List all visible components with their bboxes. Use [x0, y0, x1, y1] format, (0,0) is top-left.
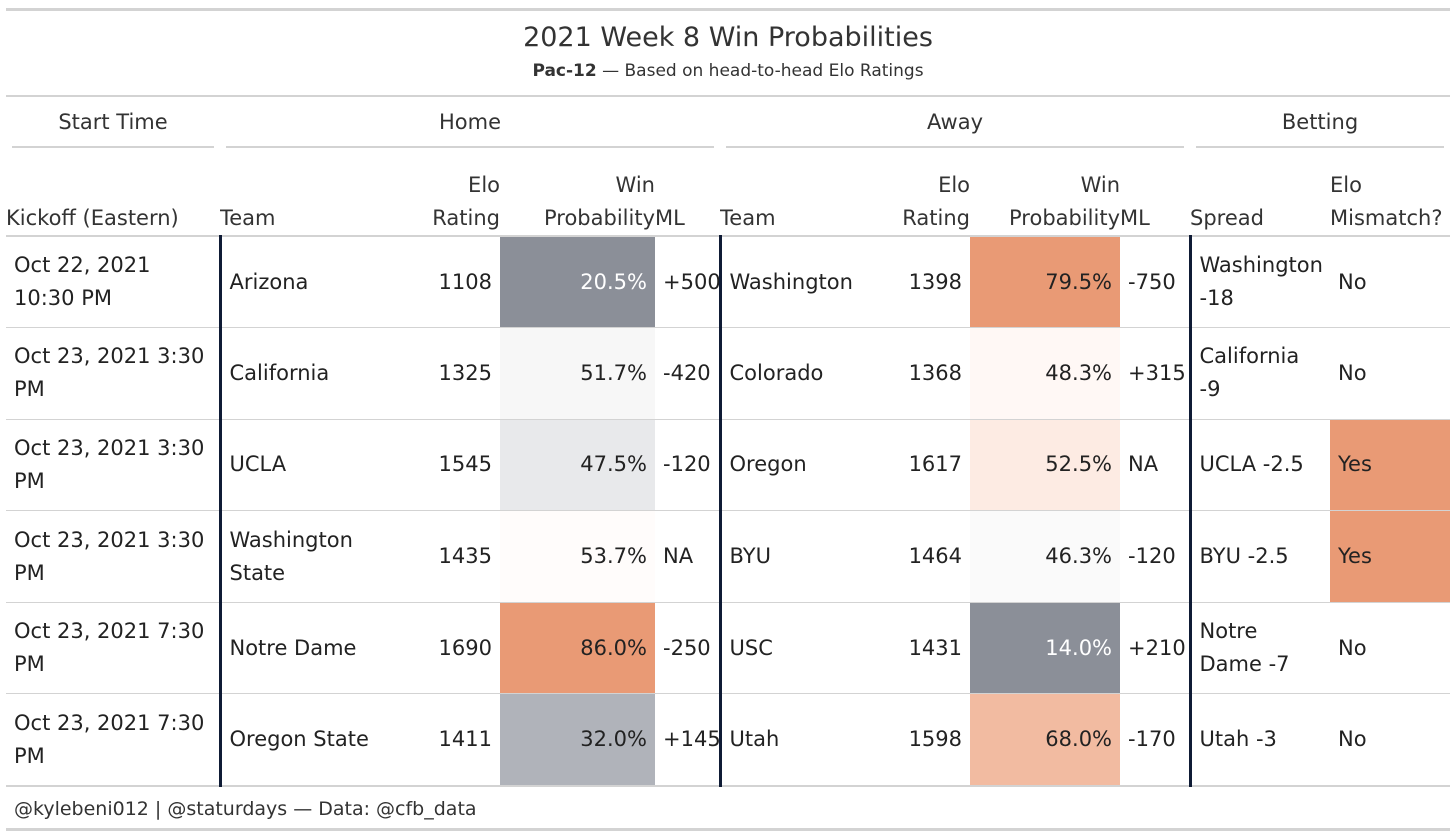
home-team-cell: Oregon State — [218, 693, 410, 787]
top-rule — [6, 8, 1450, 11]
home-elo-cell: 1411 — [410, 693, 500, 787]
kickoff-cell: Oct 23, 2021 3:30 PM — [6, 327, 220, 420]
home-win-prob-cell: 86.0% — [500, 601, 655, 694]
kickoff-cell: Oct 23, 2021 7:30 PM — [6, 601, 220, 694]
away-elo-cell: 1464 — [880, 510, 971, 603]
kickoff-cell: Oct 23, 2021 3:30 PM — [6, 510, 220, 603]
col-home-win-prob: Win Probability — [500, 149, 655, 237]
mismatch-cell: No — [1330, 327, 1451, 420]
page-subtitle: Pac-12 — Based on head-to-head Elo Ratin… — [0, 58, 1456, 84]
col-away-team: Team — [720, 149, 881, 237]
home-elo-cell: 1325 — [410, 327, 500, 420]
mismatch-cell: No — [1330, 601, 1451, 694]
home-team-cell: Notre Dame — [218, 601, 410, 694]
table-row: Oct 23, 2021 3:30 PM UCLA 1545 47.5% -120 Ore… — [6, 418, 1451, 511]
table-row: Oct 23, 2021 7:30 PM Notre Dame 1690 86.0% -… — [6, 601, 1451, 694]
away-win-prob-cell: 68.0% — [970, 693, 1121, 787]
spread-cell: Notre Dame -7 — [1188, 601, 1331, 694]
home-ml-cell: +500 — [655, 235, 721, 328]
home-win-prob-cell: 47.5% — [500, 418, 655, 511]
col-kickoff: Kickoff (Eastern) — [6, 149, 220, 237]
away-team-cell: Oregon — [718, 418, 881, 511]
subtitle-conference: Pac-12 — [532, 61, 597, 81]
mismatch-cell: Yes — [1330, 510, 1451, 603]
away-win-prob-cell: 52.5% — [970, 418, 1121, 511]
column-header-row: Kickoff (Eastern) Team Elo Rating Win Prob… — [6, 149, 1451, 237]
home-elo-cell: 1435 — [410, 510, 500, 603]
home-elo-cell: 1108 — [410, 235, 500, 328]
home-ml-cell: -420 — [655, 327, 721, 420]
spanner-row: Start Time Home Away Betting — [6, 97, 1450, 149]
away-elo-cell: 1368 — [880, 327, 971, 420]
home-win-prob-cell: 53.7% — [500, 510, 655, 603]
away-ml-cell: NA — [1120, 418, 1191, 511]
away-ml-cell: -750 — [1120, 235, 1191, 328]
away-ml-cell: +315 — [1120, 327, 1191, 420]
home-win-prob-cell: 20.5% — [500, 235, 655, 328]
spread-cell: Washington -18 — [1188, 235, 1331, 328]
table-row: Oct 23, 2021 7:30 PM Oregon State 1411 32.0… — [6, 693, 1451, 787]
header-rule — [6, 95, 1450, 97]
page-title: 2021 Week 8 Win Probabilities — [523, 22, 933, 53]
away-team-cell: Utah — [718, 693, 881, 787]
away-ml-cell: +210 — [1120, 601, 1191, 694]
home-win-prob-cell: 32.0% — [500, 693, 655, 787]
home-win-prob-cell: 51.7% — [500, 327, 655, 420]
kickoff-cell: Oct 23, 2021 7:30 PM — [6, 693, 220, 787]
col-mismatch: Elo Mismatch? — [1330, 149, 1451, 237]
footer-credit: @kylebeni012 | @staturdays — Data: @cfb_… — [14, 798, 477, 820]
spread-cell: BYU -2.5 — [1188, 510, 1331, 603]
col-away-ml: ML — [1120, 149, 1191, 237]
away-team-cell: USC — [718, 601, 881, 694]
kickoff-cell: Oct 23, 2021 3:30 PM — [6, 418, 220, 511]
table-row: Oct 23, 2021 3:30 PM Washington State 1435… — [6, 510, 1451, 603]
away-elo-cell: 1398 — [880, 235, 971, 328]
home-ml-cell: -250 — [655, 601, 721, 694]
mismatch-cell: No — [1330, 693, 1451, 787]
away-team-cell: Colorado — [718, 327, 881, 420]
away-ml-cell: -120 — [1120, 510, 1191, 603]
away-elo-cell: 1617 — [880, 418, 971, 511]
spanner-start-time: Start Time — [6, 97, 220, 149]
col-home-ml: ML — [655, 149, 721, 237]
win-probability-table: Start Time Home Away Betting Kickoff (Ea… — [6, 97, 1451, 787]
away-ml-cell: -170 — [1120, 693, 1191, 787]
spread-cell: Utah -3 — [1188, 693, 1331, 787]
col-home-elo: Elo Rating — [410, 149, 500, 237]
mismatch-cell: No — [1330, 235, 1451, 328]
mismatch-cell: Yes — [1330, 418, 1451, 511]
home-team-cell: California — [218, 327, 410, 420]
home-ml-cell: +145 — [655, 693, 721, 787]
spread-cell: UCLA -2.5 — [1188, 418, 1331, 511]
away-win-prob-cell: 14.0% — [970, 601, 1121, 694]
home-ml-cell: -120 — [655, 418, 721, 511]
away-win-prob-cell: 48.3% — [970, 327, 1121, 420]
away-team-cell: BYU — [718, 510, 881, 603]
home-team-cell: Washington State — [218, 510, 410, 603]
kickoff-cell: Oct 22, 2021 10:30 PM — [6, 235, 220, 328]
home-elo-cell: 1545 — [410, 418, 500, 511]
bottom-rule — [6, 828, 1450, 831]
col-away-win-prob: Win Probability — [970, 149, 1121, 237]
spread-cell: California -9 — [1188, 327, 1331, 420]
table-row: Oct 23, 2021 3:30 PM California 1325 51.7% -… — [6, 327, 1451, 420]
home-team-cell: UCLA — [218, 418, 410, 511]
spanner-away: Away — [720, 97, 1190, 149]
home-team-cell: Arizona — [218, 235, 410, 328]
spanner-betting: Betting — [1190, 97, 1450, 149]
away-elo-cell: 1598 — [880, 693, 971, 787]
header: 2021 Week 8 Win Probabilities Pac-12 — B… — [0, 10, 1456, 84]
spanner-home: Home — [220, 97, 720, 149]
table-row: Oct 22, 2021 10:30 PM Arizona 1108 20.5% +50… — [6, 235, 1451, 328]
home-elo-cell: 1690 — [410, 601, 500, 694]
col-spread: Spread — [1190, 149, 1331, 237]
col-home-team: Team — [220, 149, 410, 237]
away-win-prob-cell: 79.5% — [970, 235, 1121, 328]
away-win-prob-cell: 46.3% — [970, 510, 1121, 603]
col-away-elo: Elo Rating — [880, 149, 971, 237]
subtitle-text: — Based on head-to-head Elo Ratings — [596, 61, 924, 81]
away-team-cell: Washington — [718, 235, 881, 328]
home-ml-cell: NA — [655, 510, 721, 603]
away-elo-cell: 1431 — [880, 601, 971, 694]
